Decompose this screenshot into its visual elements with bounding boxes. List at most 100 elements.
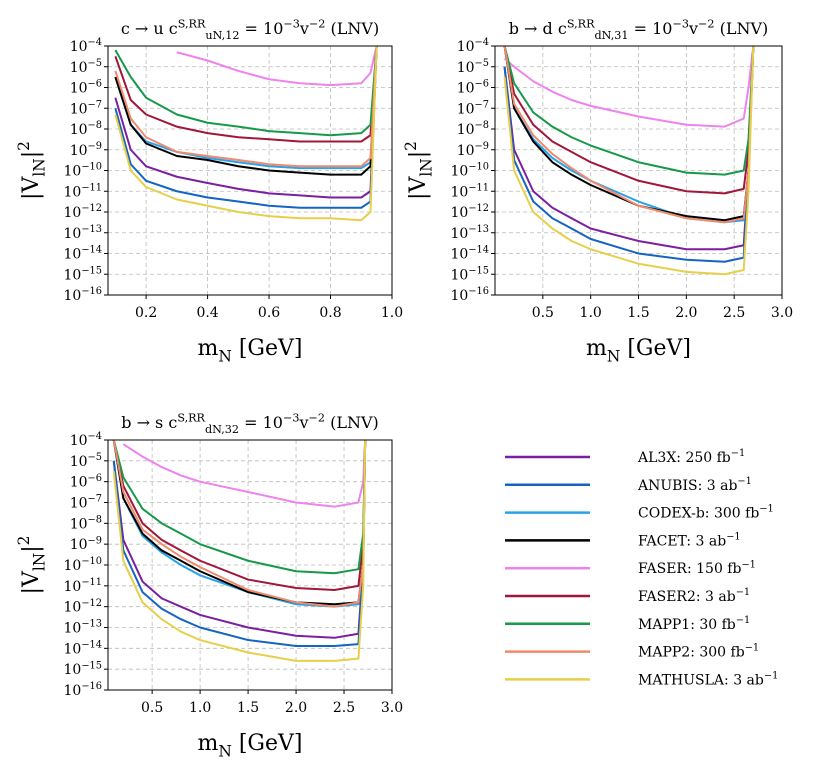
y-tick-label: 10−9 bbox=[457, 141, 489, 159]
legend-label: FACET: 3 ab−1 bbox=[638, 532, 741, 550]
x-tick-label: 0.5 bbox=[532, 305, 554, 321]
legend-label: CODEX-b: 300 fb−1 bbox=[638, 504, 774, 522]
chart-title: c → u cS,RRuN,12 = 10−3v−2 (LNV) bbox=[121, 17, 379, 42]
series-line bbox=[503, 46, 755, 128]
legend-label: MATHUSLA: 3 ab−1 bbox=[638, 671, 778, 689]
series-line bbox=[176, 46, 378, 87]
y-tick-label: 10−4 bbox=[70, 37, 102, 55]
x-tick-label: 1.0 bbox=[580, 305, 602, 321]
plot-area bbox=[503, 46, 755, 276]
legend-label: FASER2: 3 ab−1 bbox=[638, 587, 750, 605]
y-axis-label: |VlN|2 bbox=[15, 141, 49, 200]
legend-label: MAPP2: 300 fb−1 bbox=[638, 643, 759, 661]
y-tick-label: 10−16 bbox=[63, 681, 102, 699]
series-line bbox=[114, 46, 378, 176]
y-tick-label: 10−12 bbox=[63, 203, 102, 221]
series-line bbox=[112, 440, 367, 662]
plot-area bbox=[114, 46, 378, 222]
y-tick-label: 10−4 bbox=[457, 37, 489, 55]
y-tick-label: 10−15 bbox=[63, 265, 102, 283]
x-tick-label: 0.6 bbox=[258, 305, 280, 321]
plot-frame bbox=[107, 45, 393, 296]
y-tick-label: 10−4 bbox=[70, 431, 102, 449]
x-axis-label: mN [GeV] bbox=[198, 731, 303, 761]
legend-label: FASER: 150 fb−1 bbox=[638, 559, 756, 577]
y-tick-label: 10−11 bbox=[63, 182, 102, 200]
y-tick-label: 10−6 bbox=[70, 473, 102, 491]
legend-label: MAPP1: 30 fb−1 bbox=[638, 615, 750, 633]
y-tick-label: 10−16 bbox=[450, 286, 489, 304]
y-tick-label: 10−15 bbox=[450, 265, 489, 283]
y-tick-label: 10−13 bbox=[63, 224, 102, 242]
x-tick-label: 1.0 bbox=[381, 305, 403, 321]
y-axis-label: |VlN|2 bbox=[15, 536, 49, 595]
plot-frame bbox=[107, 439, 393, 691]
y-tick-label: 10−10 bbox=[450, 162, 489, 180]
series-line bbox=[503, 46, 755, 263]
y-tick-label: 10−15 bbox=[63, 660, 102, 678]
x-tick-label: 1.0 bbox=[189, 700, 211, 716]
y-tick-label: 10−14 bbox=[63, 245, 102, 263]
x-tick-label: 2.0 bbox=[285, 700, 307, 716]
series-line bbox=[503, 46, 755, 224]
x-tick-label: 0.8 bbox=[319, 305, 341, 321]
x-tick-label: 2.5 bbox=[333, 700, 355, 716]
y-tick-label: 10−11 bbox=[450, 182, 489, 200]
y-tick-label: 10−7 bbox=[457, 99, 489, 117]
y-tick-label: 10−7 bbox=[70, 99, 102, 117]
y-tick-label: 10−11 bbox=[63, 577, 102, 595]
series-line bbox=[114, 46, 378, 222]
x-tick-label: 0.2 bbox=[135, 305, 157, 321]
x-tick-label: 2.0 bbox=[675, 305, 697, 321]
y-tick-label: 10−6 bbox=[457, 79, 489, 97]
chart-title: b → d cS,RRdN,31 = 10−3v−2 (LNV) bbox=[509, 17, 769, 42]
x-axis-label: mN [GeV] bbox=[586, 336, 691, 366]
series-line bbox=[503, 46, 755, 224]
y-tick-label: 10−14 bbox=[450, 245, 489, 263]
y-tick-label: 10−12 bbox=[450, 203, 489, 221]
x-tick-label: 0.5 bbox=[141, 700, 163, 716]
y-tick-label: 10−16 bbox=[63, 286, 102, 304]
series-line bbox=[114, 46, 378, 209]
series-line bbox=[503, 46, 755, 195]
series-line bbox=[112, 440, 367, 647]
series-line bbox=[503, 46, 755, 176]
series-line bbox=[114, 46, 378, 168]
y-tick-label: 10−5 bbox=[457, 58, 489, 76]
y-tick-label: 10−12 bbox=[63, 598, 102, 616]
x-tick-label: 1.5 bbox=[627, 305, 649, 321]
y-tick-label: 10−9 bbox=[70, 141, 102, 159]
series-line bbox=[114, 46, 378, 170]
y-tick-label: 10−10 bbox=[63, 162, 102, 180]
series-line bbox=[112, 440, 367, 592]
plot-frame bbox=[494, 45, 783, 296]
y-tick-label: 10−13 bbox=[63, 619, 102, 637]
y-tick-label: 10−5 bbox=[70, 452, 102, 470]
series-line bbox=[114, 46, 378, 137]
x-tick-label: 2.5 bbox=[723, 305, 745, 321]
y-tick-label: 10−8 bbox=[70, 514, 102, 532]
series-line bbox=[112, 440, 367, 608]
series-line bbox=[122, 440, 367, 508]
y-axis-label: |VlN|2 bbox=[402, 141, 436, 200]
plot-area bbox=[112, 440, 367, 662]
y-tick-label: 10−9 bbox=[70, 535, 102, 553]
x-tick-label: 3.0 bbox=[771, 305, 793, 321]
y-tick-label: 10−14 bbox=[63, 639, 102, 657]
x-tick-label: 3.0 bbox=[381, 700, 403, 716]
chart-title: b → s cS,RRdN,32 = 10−3v−2 (LNV) bbox=[121, 411, 379, 436]
x-axis-label: mN [GeV] bbox=[198, 336, 303, 366]
y-tick-label: 10−8 bbox=[70, 120, 102, 138]
y-tick-label: 10−7 bbox=[70, 494, 102, 512]
y-tick-label: 10−10 bbox=[63, 556, 102, 574]
legend-label: ANUBIS: 3 ab−1 bbox=[637, 476, 752, 494]
y-tick-label: 10−8 bbox=[457, 120, 489, 138]
series-line bbox=[503, 46, 755, 276]
y-tick-label: 10−6 bbox=[70, 79, 102, 97]
x-tick-label: 0.4 bbox=[196, 305, 218, 321]
y-tick-label: 10−13 bbox=[450, 224, 489, 242]
series-line bbox=[114, 46, 378, 199]
series-line bbox=[112, 440, 367, 575]
y-tick-label: 10−5 bbox=[70, 58, 102, 76]
